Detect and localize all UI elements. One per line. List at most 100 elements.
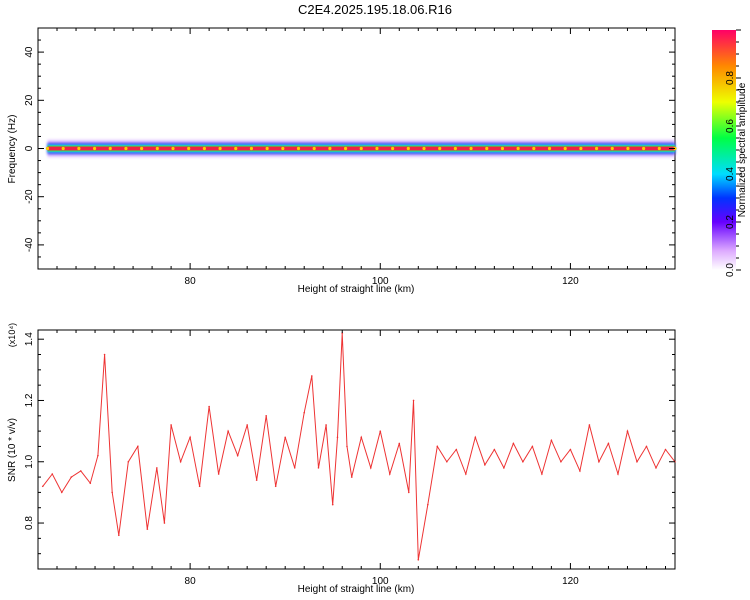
ridge-node [124, 146, 128, 151]
snr-point [360, 436, 363, 439]
ridge-node [140, 146, 144, 151]
heatmap-y-axis-label: Frequency (Hz) [7, 115, 18, 184]
snr-point [103, 353, 106, 356]
snr-point [407, 491, 410, 494]
snr-y-axis-label: SNR (10 * v/v) [7, 418, 18, 482]
colorbar-tick-label: 0.4 [725, 167, 736, 181]
ridge-node [500, 146, 505, 151]
snr-point [626, 430, 629, 432]
snr-point [427, 503, 429, 506]
ridge-node [375, 146, 379, 151]
snr-point [417, 559, 420, 561]
ridge-node [202, 146, 206, 151]
snr-point [325, 424, 327, 426]
heatmap-y-tick-label: -40 [24, 237, 35, 252]
ridge-node [234, 146, 238, 151]
snr-x-tick-label: 80 [185, 576, 197, 587]
colorbar-tick-label: 0.6 [725, 119, 736, 133]
ridge-node [626, 146, 630, 151]
snr-point [541, 473, 543, 475]
snr-point [137, 445, 139, 448]
snr-point [127, 460, 130, 463]
heatmap-x-axis-label: Height of straight line (km) [298, 284, 415, 295]
snr-point [97, 454, 99, 457]
snr-point [41, 485, 44, 488]
snr-point [311, 375, 313, 377]
snr-point [217, 473, 220, 475]
snr-point [51, 473, 54, 475]
figure-title: C2E4.2025.195.18.06.R16 [298, 2, 452, 17]
snr-point [636, 460, 638, 463]
colorbar-tick-label: 0.0 [725, 263, 736, 277]
heatmap-ticks: 80 100 120 40 20 0 -20 -40 [24, 27, 675, 287]
snr-point [522, 460, 524, 463]
snr-point [146, 528, 149, 530]
snr-point [111, 491, 113, 494]
snr-point [446, 460, 448, 463]
ridge-node [343, 146, 348, 151]
ridge-node [359, 146, 363, 151]
ridge-node [249, 146, 254, 151]
ridge-node [532, 146, 536, 151]
snr-point [598, 460, 600, 463]
snr-point [79, 470, 82, 472]
ridge-node [155, 146, 159, 151]
colorbar-label: Normalized spectral amplitude [737, 82, 748, 217]
snr-point [255, 479, 258, 481]
ridge-node [108, 146, 112, 151]
snr-x-tick-label: 120 [562, 576, 579, 587]
snr-y-tick-label: 1.4 [24, 332, 35, 346]
snr-point [512, 442, 515, 445]
colorbar: 0.0 0.2 0.4 0.6 0.8 Normalized spectral ampl… [712, 29, 748, 277]
ridge-node [516, 146, 520, 151]
snr-point [455, 448, 458, 451]
ridge-node [547, 146, 552, 151]
snr-y-tick-label: 0.8 [24, 516, 35, 530]
ridge-node [92, 146, 97, 151]
snr-point [579, 470, 581, 472]
snr-point [246, 424, 248, 426]
snr-point [346, 445, 348, 448]
snr-point [617, 473, 619, 475]
snr-point [412, 399, 415, 402]
heatmap-spectrum [45, 139, 677, 158]
ridge-node [281, 146, 285, 151]
ridge-node [265, 146, 269, 151]
heatmap-panel: 80 100 120 40 20 0 -20 -40 Height of straight l… [7, 27, 677, 295]
ridge-node [218, 146, 222, 151]
snr-point [645, 445, 648, 448]
snr-point [388, 473, 391, 475]
snr-plot-area [41, 332, 676, 561]
ridge-node [61, 146, 65, 151]
snr-point [398, 442, 401, 445]
ridge-node [328, 146, 332, 151]
heatmap-y-tick-label: -20 [24, 189, 35, 204]
ridge-node [406, 146, 410, 151]
ridge-node [45, 146, 50, 151]
snr-point [493, 448, 496, 451]
ridge-node [438, 146, 442, 151]
snr-point [317, 467, 320, 469]
snr-point [550, 439, 553, 442]
snr-point [70, 476, 73, 478]
snr-y-tick-label: 1.0 [24, 454, 35, 468]
ridge-node [610, 146, 614, 151]
heatmap-y-tick-label: 0 [24, 145, 35, 151]
snr-point [118, 534, 120, 537]
snr-y-multiplier: (x10⁴) [7, 323, 17, 347]
colorbar-tick-label: 0.8 [725, 71, 736, 85]
snr-point [474, 436, 477, 439]
colorbar-gradient [712, 30, 736, 270]
snr-point [531, 445, 534, 448]
ridge-node [391, 146, 395, 151]
ridge-node [187, 146, 191, 151]
ridge-node [469, 146, 473, 151]
snr-point [60, 491, 63, 494]
snr-point [655, 467, 657, 469]
heatmap-x-tick-label: 100 [372, 276, 389, 287]
ridge-node [579, 146, 583, 151]
ridge-node [312, 146, 316, 151]
ridge-node [657, 146, 661, 151]
snr-point [336, 436, 339, 439]
